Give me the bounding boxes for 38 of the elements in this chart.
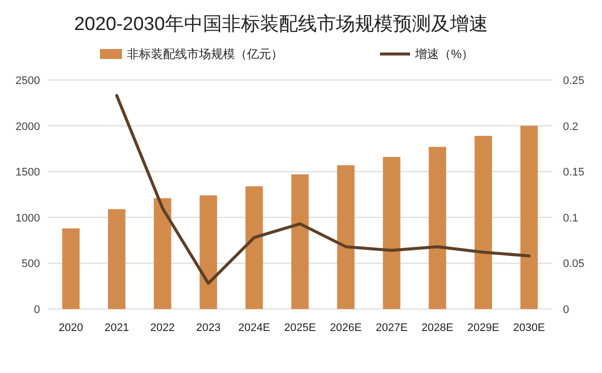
bar bbox=[245, 186, 263, 309]
y-tick-label: 1000 bbox=[16, 212, 40, 224]
x-tick-label: 2027E bbox=[376, 322, 408, 334]
x-tick-label: 2020 bbox=[58, 322, 84, 334]
legend-label: 非标装配线市场规模（亿元） bbox=[127, 47, 283, 61]
x-tick-label: 2025E bbox=[284, 322, 316, 334]
bar bbox=[520, 126, 538, 309]
bar bbox=[200, 195, 218, 309]
y2-tick-label: 0.15 bbox=[563, 166, 584, 179]
bar bbox=[474, 136, 492, 309]
y-tick-label: 500 bbox=[22, 258, 40, 270]
y2-tick-label: 0.25 bbox=[563, 75, 584, 87]
y-tick-label: 0 bbox=[34, 304, 40, 316]
x-tick-label: 2022 bbox=[150, 322, 175, 334]
y2-tick-label: 0.2 bbox=[563, 120, 578, 133]
y2-tick-label: 0.05 bbox=[563, 258, 584, 270]
y-tick-label: 1500 bbox=[16, 166, 40, 179]
bar bbox=[291, 174, 309, 309]
bar bbox=[428, 146, 446, 309]
legend-label: 增速（%） bbox=[414, 47, 474, 61]
line-series bbox=[115, 94, 531, 285]
x-tick-label: 2021 bbox=[104, 322, 129, 334]
x-tick-label: 2023 bbox=[196, 322, 221, 334]
bar bbox=[337, 165, 355, 309]
x-tick-label: 2026E bbox=[330, 322, 362, 334]
x-tick-label: 2024E bbox=[238, 322, 270, 334]
bar bbox=[108, 209, 126, 309]
x-tick-label: 2029E bbox=[467, 322, 500, 334]
bar bbox=[62, 228, 80, 309]
y-tick-label: 2500 bbox=[16, 75, 40, 87]
x-tick-label: 2028E bbox=[422, 322, 454, 334]
bar bbox=[382, 156, 400, 309]
y2-tick-label: 0.1 bbox=[563, 212, 578, 224]
x-tick-label: 2030E bbox=[513, 322, 545, 334]
chart-title: 2020-2030年中国非标装配线市场规模预测及增速 bbox=[74, 13, 488, 35]
bar bbox=[154, 198, 172, 309]
y-tick-label: 2000 bbox=[16, 120, 40, 133]
y2-tick-label: 0 bbox=[563, 304, 570, 316]
